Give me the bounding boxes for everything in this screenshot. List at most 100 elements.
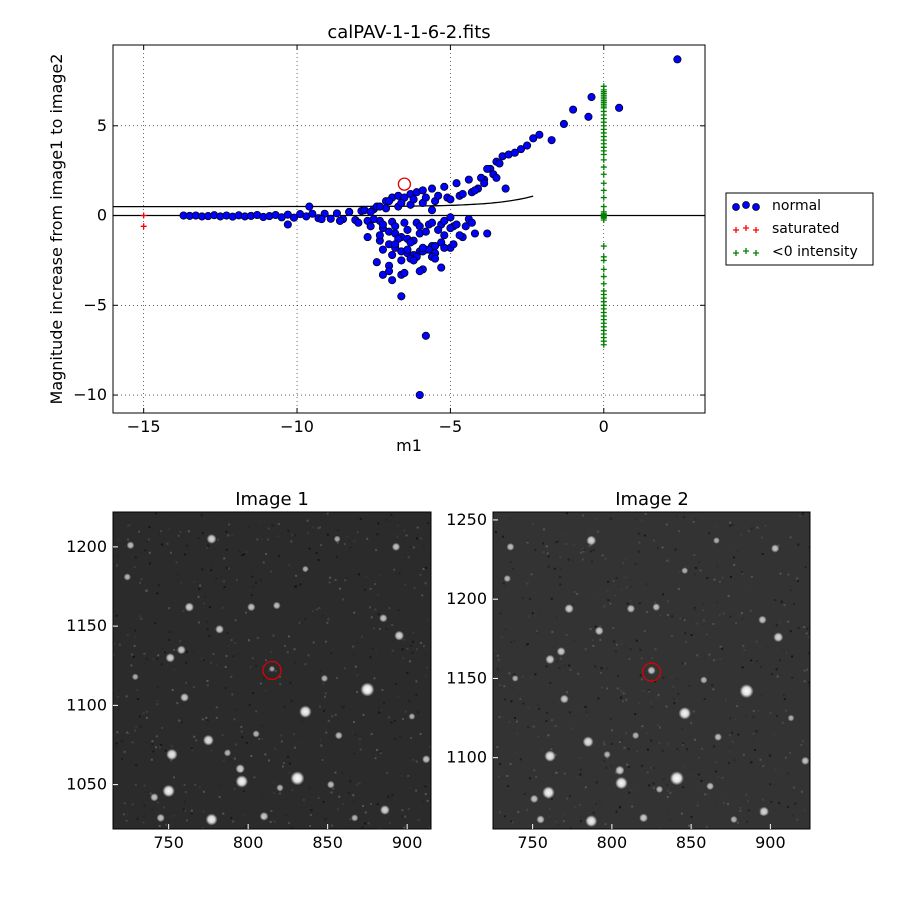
noise-pixel — [678, 530, 681, 533]
noise-pixel — [594, 665, 597, 668]
noise-pixel — [527, 726, 530, 729]
noise-pixel — [247, 639, 250, 642]
star — [559, 694, 569, 704]
star — [647, 666, 656, 675]
noise-pixel — [689, 767, 692, 770]
noise-pixel — [180, 721, 183, 724]
noise-pixel — [132, 655, 135, 658]
noise-pixel — [583, 548, 586, 551]
noise-pixel — [197, 536, 200, 539]
noise-pixel — [326, 621, 329, 624]
noise-pixel — [761, 759, 764, 762]
noise-pixel — [291, 788, 294, 791]
noise-pixel — [337, 529, 340, 532]
noise-pixel — [408, 660, 411, 663]
noise-pixel — [413, 587, 416, 590]
noise-pixel — [666, 559, 669, 562]
noise-pixel — [232, 820, 235, 823]
noise-pixel — [145, 657, 148, 660]
noise-pixel — [612, 519, 615, 522]
noise-pixel — [497, 658, 500, 661]
noise-pixel — [629, 553, 632, 556]
noise-pixel — [579, 803, 582, 806]
noise-pixel — [379, 750, 382, 753]
star — [714, 733, 722, 741]
noise-pixel — [559, 568, 562, 571]
noise-pixel — [119, 717, 122, 720]
noise-pixel — [224, 687, 227, 690]
noise-pixel — [639, 581, 642, 584]
noise-pixel — [348, 550, 351, 553]
normal-point — [354, 218, 363, 227]
noise-pixel — [693, 553, 696, 556]
noise-pixel — [280, 740, 283, 743]
noise-pixel — [662, 676, 665, 679]
noise-pixel — [302, 798, 305, 801]
scatter-panel: calPAV-1-1-6-2.fits −15 −10 −5 0−10−505 m1 … — [47, 22, 706, 455]
noise-pixel — [208, 521, 211, 524]
noise-pixel — [310, 809, 313, 812]
normal-point — [366, 222, 375, 231]
noise-pixel — [739, 809, 742, 812]
noise-pixel — [203, 602, 206, 605]
noise-pixel — [555, 554, 558, 557]
star — [801, 756, 810, 765]
star — [669, 771, 684, 786]
noise-pixel — [666, 812, 669, 815]
noise-pixel — [504, 815, 507, 818]
image-y-tick-label: 1200 — [66, 537, 107, 556]
noise-pixel — [647, 689, 650, 692]
noise-pixel — [297, 525, 300, 528]
noise-pixel — [769, 711, 772, 714]
noise-pixel — [736, 786, 739, 789]
noise-pixel — [778, 802, 781, 805]
noise-pixel — [703, 657, 706, 660]
noise-pixel — [190, 535, 193, 538]
noise-pixel — [592, 549, 595, 552]
noise-pixel — [599, 638, 602, 641]
noise-pixel — [380, 709, 383, 712]
noise-pixel — [722, 612, 725, 615]
y-tick-label: 5 — [97, 116, 107, 135]
noise-pixel — [408, 700, 411, 703]
noise-pixel — [326, 512, 329, 515]
noise-pixel — [222, 759, 225, 762]
noise-pixel — [739, 614, 742, 617]
noise-pixel — [262, 561, 265, 564]
noise-pixel — [317, 558, 320, 561]
noise-pixel — [771, 673, 774, 676]
noise-pixel — [267, 527, 270, 530]
noise-pixel — [306, 773, 309, 776]
noise-pixel — [729, 575, 732, 578]
noise-pixel — [511, 567, 514, 570]
noise-pixel — [148, 538, 151, 541]
noise-pixel — [672, 685, 675, 688]
noise-pixel — [579, 709, 582, 712]
noise-pixel — [184, 809, 187, 812]
noise-pixel — [223, 557, 226, 560]
noise-pixel — [675, 514, 678, 517]
noise-pixel — [770, 801, 773, 804]
noise-pixel — [719, 545, 722, 548]
noise-pixel — [718, 775, 721, 778]
noise-pixel — [623, 746, 626, 749]
star — [379, 805, 390, 815]
noise-pixel — [404, 815, 407, 818]
noise-pixel — [624, 646, 627, 649]
noise-pixel — [743, 648, 746, 651]
noise-pixel — [735, 622, 738, 625]
noise-pixel — [210, 564, 213, 567]
legend-marker-negative-intensity — [753, 250, 759, 256]
noise-pixel — [769, 783, 772, 786]
star — [536, 815, 545, 824]
noise-pixel — [508, 672, 511, 675]
star — [678, 707, 692, 720]
noise-pixel — [702, 603, 705, 606]
noise-pixel — [537, 703, 540, 706]
noise-pixel — [348, 539, 351, 542]
normal-point — [483, 164, 492, 173]
noise-pixel — [151, 740, 154, 743]
noise-pixel — [673, 702, 676, 705]
noise-pixel — [206, 684, 209, 687]
noise-pixel — [579, 820, 582, 823]
